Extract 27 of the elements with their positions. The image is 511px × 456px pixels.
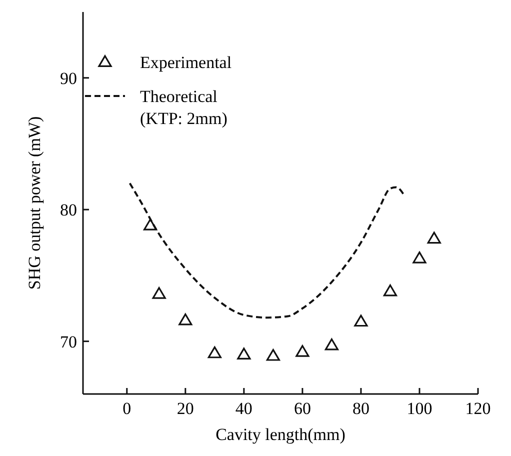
point bbox=[152, 287, 166, 299]
x-tick-label: 100 bbox=[406, 399, 432, 418]
y-tick-label: 70 bbox=[60, 332, 77, 352]
x-tick-label: 20 bbox=[176, 399, 194, 418]
point bbox=[354, 314, 368, 327]
point bbox=[208, 346, 222, 358]
point bbox=[266, 349, 280, 361]
point bbox=[296, 345, 310, 357]
point bbox=[383, 284, 398, 296]
point bbox=[178, 313, 192, 326]
point bbox=[412, 252, 426, 264]
x-tick-label: 60 bbox=[294, 399, 311, 418]
x-tick-label: 40 bbox=[235, 399, 252, 418]
y-axis-title: SHG output power (mW) bbox=[25, 116, 44, 290]
legend-label: Theoretical (KTP: 2mm) bbox=[140, 87, 228, 128]
y-tick-label: 90 bbox=[60, 68, 77, 88]
point bbox=[237, 348, 251, 360]
x-axis-title: Cavity length(mm) bbox=[216, 425, 346, 444]
legend-label: Experimental bbox=[140, 53, 232, 72]
point bbox=[427, 232, 441, 244]
x-tick-label: 120 bbox=[465, 399, 491, 418]
point bbox=[324, 338, 339, 350]
y-tick-label: 80 bbox=[60, 200, 77, 220]
line-series bbox=[128, 182, 406, 319]
point bbox=[143, 218, 158, 230]
x-tick-label: 80 bbox=[352, 399, 370, 418]
x-tick-label: 0 bbox=[122, 399, 132, 418]
